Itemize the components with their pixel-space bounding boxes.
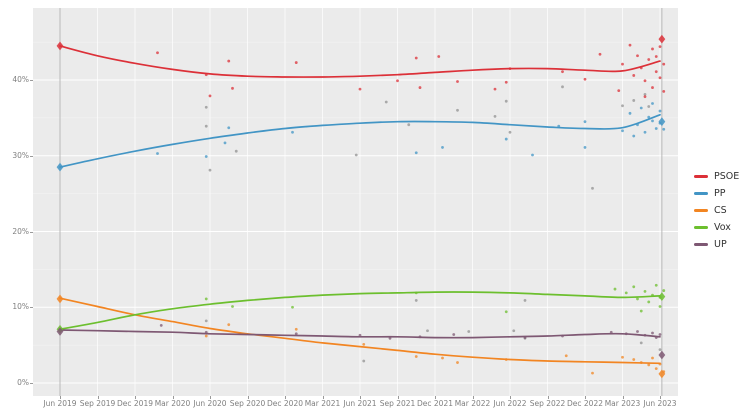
x-axis-label: Sep 2021	[379, 399, 416, 408]
x-axis-label: Mar 2021	[304, 399, 341, 408]
election-result-diamond-psoe	[658, 34, 666, 44]
legend-item-pp: PP	[694, 185, 739, 202]
y-axis-label: 10%	[12, 302, 29, 312]
gridlines	[33, 8, 678, 396]
x-axis-label: Jun 2021	[343, 399, 377, 408]
trend-line-cs	[59, 297, 661, 365]
legend-item-vox: Vox	[694, 219, 739, 236]
legend-label: UP	[714, 239, 727, 250]
x-axis-tick	[60, 396, 61, 399]
x-axis-label: Jun 2022	[493, 399, 527, 408]
x-axis-tick	[435, 396, 436, 399]
election-result-diamond-pp	[56, 162, 64, 172]
x-axis-label: Dec 2021	[417, 399, 453, 408]
x-axis-tick	[322, 396, 324, 399]
x-axis-label: Jun 2019	[43, 399, 77, 408]
x-axis-label: Mar 2020	[154, 399, 191, 408]
x-axis-tick	[360, 396, 361, 399]
scatter-vox	[204, 283, 666, 314]
scatter-gray	[204, 85, 662, 363]
x-axis-tick	[397, 396, 399, 399]
x-axis-label: Dec 2020	[267, 399, 303, 408]
y-axis-label: 20%	[12, 226, 29, 236]
legend-item-psoe: PSOE	[694, 168, 739, 185]
legend-item-up: UP	[694, 236, 739, 253]
election-result-diamond-pp	[658, 117, 666, 127]
election-result-diamond-psoe	[56, 41, 64, 51]
y-axis-tick	[30, 80, 33, 81]
legend-swatch-psoe-icon	[694, 175, 708, 178]
trend-line-up	[59, 329, 661, 339]
x-axis-label: Sep 2020	[229, 399, 266, 408]
y-axis-label: 40%	[12, 75, 29, 84]
election-result-diamond-cs	[658, 369, 666, 379]
legend-label: CS	[714, 205, 727, 216]
legend: PSOE PP CS Vox UP	[694, 168, 739, 253]
x-axis-label: Dec 2022	[567, 399, 603, 408]
y-axis-tick	[30, 383, 33, 384]
election-result-diamond-up	[658, 350, 666, 360]
x-axis-label: Jun 2020	[193, 399, 227, 408]
x-axis-label: Sep 2019	[79, 399, 116, 408]
x-axis-tick	[622, 396, 624, 399]
x-axis-label: Mar 2023	[604, 399, 641, 408]
election-result-diamond-vox	[658, 292, 666, 302]
legend-swatch-up-icon	[694, 243, 708, 246]
legend-label: Vox	[714, 222, 731, 233]
x-axis-tick	[172, 396, 174, 399]
x-axis-label: Mar 2022	[454, 399, 491, 408]
election-results-jun-2019	[56, 41, 64, 336]
plot-panel	[33, 8, 678, 396]
election-result-diamond-cs	[56, 294, 64, 304]
legend-swatch-pp-icon	[694, 192, 708, 195]
chart-canvas	[33, 8, 678, 396]
legend-item-cs: CS	[694, 202, 739, 219]
x-axis-label: Jun 2023	[643, 399, 677, 408]
legend-swatch-vox-icon	[694, 226, 708, 229]
scatter-cs	[204, 323, 666, 375]
trend-line-vox	[59, 291, 661, 331]
x-axis-tick	[585, 396, 586, 399]
x-axis-tick	[97, 396, 99, 399]
x-axis-tick	[247, 396, 249, 399]
x-axis-tick	[135, 396, 136, 399]
y-axis-tick	[30, 307, 33, 309]
x-axis-label: Sep 2022	[529, 399, 566, 408]
x-axis-tick	[510, 396, 511, 399]
scatter-pp	[156, 102, 666, 158]
legend-label: PP	[714, 188, 726, 199]
y-axis-label: 0%	[17, 378, 29, 387]
y-axis-tick	[30, 231, 33, 233]
election-results-jun-2023	[658, 34, 666, 379]
x-axis-tick	[660, 396, 661, 399]
trend-line-psoe	[59, 45, 661, 78]
y-axis-label: 30%	[12, 150, 29, 160]
y-axis-tick	[30, 155, 33, 157]
x-axis-tick	[472, 396, 474, 399]
x-axis-label: Dec 2019	[117, 399, 153, 408]
legend-label: PSOE	[714, 171, 740, 182]
election-result-diamond-up	[56, 327, 64, 336]
x-axis-tick	[285, 396, 286, 399]
x-axis-tick	[547, 396, 549, 399]
x-axis-tick	[210, 396, 211, 399]
trend-line-pp	[59, 113, 661, 168]
legend-swatch-cs-icon	[694, 209, 708, 212]
